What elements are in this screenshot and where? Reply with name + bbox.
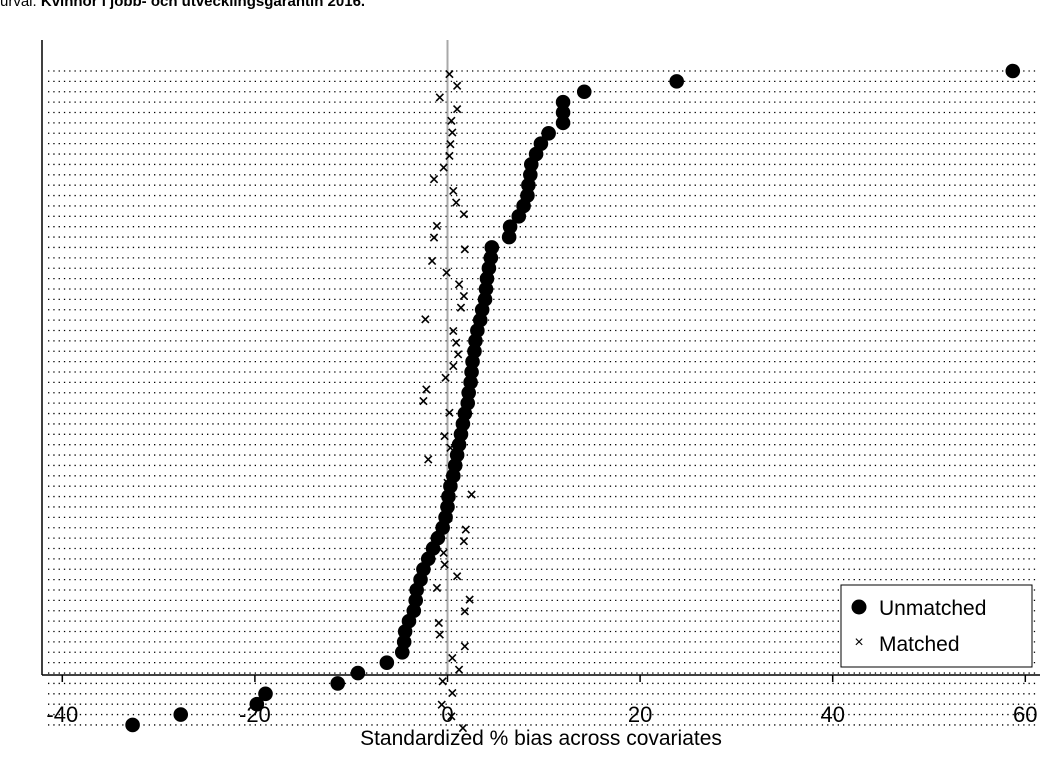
matched-point xyxy=(440,560,449,569)
matched-point xyxy=(448,688,457,698)
matched-point xyxy=(452,572,462,581)
matched-point xyxy=(419,396,428,406)
x-tick-label: -40 xyxy=(46,702,78,727)
x-tick-label: 60 xyxy=(1013,702,1037,727)
matched-point xyxy=(445,408,454,417)
unmatched-point xyxy=(394,644,410,660)
matched-point xyxy=(459,291,469,301)
matched-point xyxy=(435,93,444,102)
matched-point xyxy=(447,116,456,125)
legend-unmatched-label: Unmatched xyxy=(879,597,986,620)
matched-point xyxy=(442,268,451,277)
legend: × Unmatched Matched xyxy=(840,584,1033,668)
matched-point xyxy=(432,221,442,231)
unmatched-point xyxy=(350,665,366,681)
matched-point xyxy=(427,256,437,266)
matched-point xyxy=(434,618,443,628)
matched-point xyxy=(452,338,461,347)
matched-point xyxy=(429,233,439,242)
matched-point xyxy=(432,583,442,593)
matched-point xyxy=(461,525,470,534)
matched-point xyxy=(452,198,461,207)
unmatched-point xyxy=(555,115,571,131)
unmatched-point xyxy=(330,676,346,691)
x-tick-label: 0 xyxy=(441,702,453,727)
matched-point xyxy=(453,350,463,359)
x-tick-label: -20 xyxy=(239,702,271,727)
unmatched-point xyxy=(555,105,571,120)
matched-point xyxy=(441,373,450,382)
figure-caption: urval. Kvinnor i jobb- och utvecklingsga… xyxy=(0,0,365,11)
matched-point xyxy=(429,175,439,184)
x-tick-label: 40 xyxy=(820,702,844,727)
matched-point xyxy=(459,537,469,546)
unmatched-point xyxy=(555,94,571,110)
matched-point xyxy=(458,723,468,733)
unmatched-point xyxy=(669,74,684,89)
matched-point xyxy=(449,361,458,371)
caption-prefix: urval. xyxy=(0,0,37,10)
matched-point xyxy=(435,630,444,639)
matched-point xyxy=(465,595,474,604)
unmatched-point xyxy=(258,686,273,702)
caption-bold: Kvinnor i jobb- och utvecklingsgarantin … xyxy=(40,0,366,10)
unmatched-series xyxy=(125,63,1021,733)
matched-point xyxy=(460,642,469,651)
matched-point xyxy=(448,653,457,663)
matched-point xyxy=(421,315,430,324)
matched-point xyxy=(447,712,456,721)
matched-point xyxy=(459,210,469,219)
unmatched-point xyxy=(249,696,265,712)
unmatched-point xyxy=(173,707,189,722)
matched-point xyxy=(445,151,454,161)
unmatched-point xyxy=(1005,63,1021,79)
unmatched-point xyxy=(379,655,395,670)
unmatched-point xyxy=(576,84,592,100)
matched-point xyxy=(456,303,466,312)
x-axis-ticks: -40 -20 0 20 40 60 xyxy=(46,675,1038,727)
matched-point xyxy=(467,490,476,499)
matched-point xyxy=(452,104,462,114)
matched-point xyxy=(448,128,457,137)
matched-point xyxy=(445,69,454,79)
unmatched-point xyxy=(541,125,556,141)
matched-point xyxy=(438,677,447,686)
matched-point xyxy=(460,245,469,254)
matched-point xyxy=(460,607,469,616)
matched-point xyxy=(452,81,462,90)
x-axis-title: Standardized % bias across covariates xyxy=(360,727,722,750)
x-tick-label: 20 xyxy=(628,702,652,727)
matched-point xyxy=(449,186,458,196)
legend-box xyxy=(840,584,1033,668)
matched-point xyxy=(439,548,448,558)
matched-point xyxy=(422,385,431,394)
legend-unmatched-marker xyxy=(851,599,867,615)
unmatched-point xyxy=(511,209,527,224)
matched-point xyxy=(439,163,448,172)
matched-point xyxy=(449,326,458,336)
legend-matched-marker: × xyxy=(854,634,863,651)
matched-point xyxy=(454,280,464,289)
legend-matched-label: Matched xyxy=(879,633,960,656)
matched-point xyxy=(446,140,455,149)
matched-point xyxy=(437,700,446,709)
matched-point xyxy=(424,455,433,464)
unmatched-point xyxy=(501,229,517,245)
matched-point xyxy=(454,665,464,674)
matched-point xyxy=(440,431,449,441)
unmatched-point xyxy=(125,717,140,733)
